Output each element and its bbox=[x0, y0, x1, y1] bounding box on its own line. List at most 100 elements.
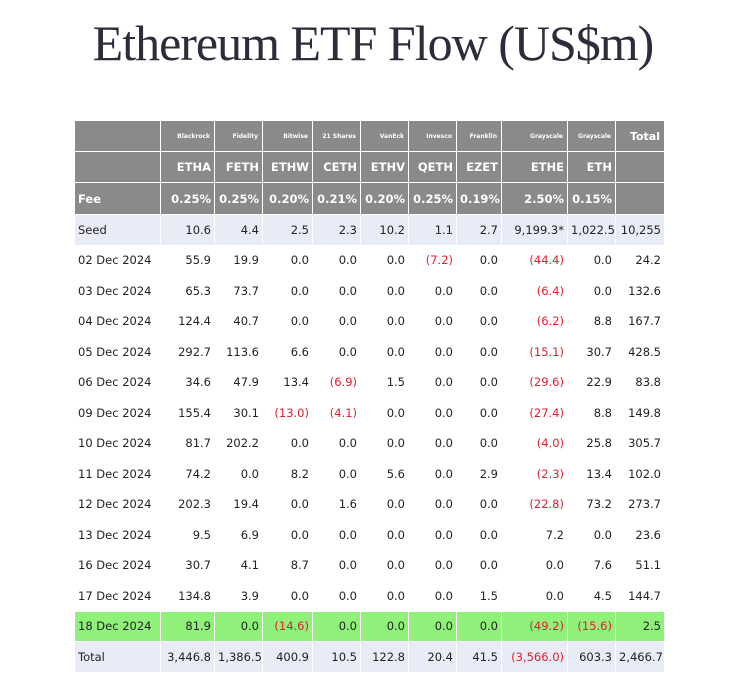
flow-value: 0.0 bbox=[312, 336, 361, 368]
ticker-header: ETHE bbox=[501, 151, 568, 183]
flow-value: 113.6 bbox=[214, 336, 263, 368]
flow-value: 81.9 bbox=[160, 610, 215, 642]
flow-value: 0.0 bbox=[456, 275, 502, 307]
flow-value: 24.2 bbox=[615, 244, 665, 276]
table-row: 16 Dec 2024 30.7 4.1 8.7 0.0 0.0 0.0 0.0 0.0 7.6 5… bbox=[74, 549, 665, 581]
row-label: 04 Dec 2024 bbox=[74, 305, 161, 337]
row-label: 10 Dec 2024 bbox=[74, 427, 161, 459]
table-row: 09 Dec 2024 155.4 30.1 (13.0) (4.1) 0.0 0.0 0.0… bbox=[74, 397, 665, 429]
table-row: 06 Dec 2024 34.6 47.9 13.4 (6.9) 1.5 0.0 0.0 (29… bbox=[74, 366, 665, 398]
flow-value: 5.6 bbox=[360, 458, 409, 490]
table-body: Blackrock Fidelity Bitwise 21 Shares VanEck I… bbox=[74, 120, 665, 673]
ticker-header: ETHV bbox=[360, 151, 409, 183]
ticker-header: ETHA bbox=[160, 151, 215, 183]
flow-value: 13.4 bbox=[567, 458, 616, 490]
flow-value: 74.2 bbox=[160, 458, 215, 490]
flow-value: 202.2 bbox=[214, 427, 263, 459]
ticker-header: FETH bbox=[214, 151, 263, 183]
flow-value: (49.2) bbox=[501, 610, 568, 642]
table-row: 10 Dec 2024 81.7 202.2 0.0 0.0 0.0 0.0 0.0 (4.0)… bbox=[74, 427, 665, 459]
ticker-header: CETH bbox=[312, 151, 361, 183]
flow-value: (14.6) bbox=[262, 610, 313, 642]
table-row: 13 Dec 2024 9.5 6.9 0.0 0.0 0.0 0.0 0.0 7.2 0.0 23… bbox=[74, 519, 665, 551]
flow-value: 1.5 bbox=[456, 580, 502, 612]
row-label: 16 Dec 2024 bbox=[74, 549, 161, 581]
issuer-header: Grayscale bbox=[567, 120, 616, 152]
flow-value: 0.0 bbox=[456, 305, 502, 337]
flow-value: 41.5 bbox=[456, 641, 502, 673]
fee-label: Fee bbox=[74, 182, 161, 215]
flow-value: 2.3 bbox=[312, 214, 361, 246]
flow-value: 155.4 bbox=[160, 397, 215, 429]
flow-value: 0.0 bbox=[456, 610, 502, 642]
flow-value: (2.3) bbox=[501, 458, 568, 490]
row-label: 11 Dec 2024 bbox=[74, 458, 161, 490]
flow-value: 0.0 bbox=[408, 336, 457, 368]
flow-value: 0.0 bbox=[567, 275, 616, 307]
flow-value: 144.7 bbox=[615, 580, 665, 612]
ticker-header: EZET bbox=[456, 151, 502, 183]
flow-value: 22.9 bbox=[567, 366, 616, 398]
flow-value: 6.6 bbox=[262, 336, 313, 368]
flow-value: (6.4) bbox=[501, 275, 568, 307]
fee-value: 0.25% bbox=[408, 182, 457, 215]
fee-value: 0.20% bbox=[360, 182, 409, 215]
flow-value: (44.4) bbox=[501, 244, 568, 276]
flow-value: 0.0 bbox=[456, 244, 502, 276]
row-label: 02 Dec 2024 bbox=[74, 244, 161, 276]
flow-value: 0.0 bbox=[567, 519, 616, 551]
flow-value: 0.0 bbox=[408, 305, 457, 337]
flow-value: 132.6 bbox=[615, 275, 665, 307]
flow-value: 10.6 bbox=[160, 214, 215, 246]
flow-value: 0.0 bbox=[408, 549, 457, 581]
flow-value: 305.7 bbox=[615, 427, 665, 459]
flow-value: (6.9) bbox=[312, 366, 361, 398]
flow-value: (29.6) bbox=[501, 366, 568, 398]
flow-value: 30.7 bbox=[160, 549, 215, 581]
flow-value: 603.3 bbox=[567, 641, 616, 673]
flow-value: 1.1 bbox=[408, 214, 457, 246]
flow-value: 9,199.3* bbox=[501, 214, 568, 246]
flow-value: 124.4 bbox=[160, 305, 215, 337]
flow-value: 2.7 bbox=[456, 214, 502, 246]
row-label: 12 Dec 2024 bbox=[74, 488, 161, 520]
flow-value: 4.1 bbox=[214, 549, 263, 581]
table-row: 02 Dec 2024 55.9 19.9 0.0 0.0 0.0 (7.2) 0.0 (44.… bbox=[74, 244, 665, 276]
issuer-header: Bitwise bbox=[262, 120, 313, 152]
flow-value: 0.0 bbox=[360, 305, 409, 337]
table-row: 05 Dec 2024 292.7 113.6 6.6 0.0 0.0 0.0 0.0 (15.… bbox=[74, 336, 665, 368]
flow-value: 0.0 bbox=[501, 549, 568, 581]
flow-value: 8.2 bbox=[262, 458, 313, 490]
flow-value: 0.0 bbox=[360, 397, 409, 429]
flow-value: 73.2 bbox=[567, 488, 616, 520]
flow-value: 0.0 bbox=[360, 427, 409, 459]
etf-flow-table: Blackrock Fidelity Bitwise 21 Shares VanEck I… bbox=[74, 120, 665, 673]
flow-value: 122.8 bbox=[360, 641, 409, 673]
flow-value: (13.0) bbox=[262, 397, 313, 429]
flow-value: 1,386.5 bbox=[214, 641, 263, 673]
flow-value: 102.0 bbox=[615, 458, 665, 490]
table-row: 17 Dec 2024 134.8 3.9 0.0 0.0 0.0 0.0 1.5 0.0 4.5… bbox=[74, 580, 665, 612]
flow-value: 0.0 bbox=[360, 580, 409, 612]
header-corner-cell bbox=[74, 151, 161, 183]
flow-value: 0.0 bbox=[262, 488, 313, 520]
flow-value: 0.0 bbox=[456, 549, 502, 581]
flow-value: 0.0 bbox=[262, 519, 313, 551]
flow-value: 0.0 bbox=[360, 244, 409, 276]
flow-value: 19.4 bbox=[214, 488, 263, 520]
flow-value: 149.8 bbox=[615, 397, 665, 429]
flow-value: 0.0 bbox=[360, 549, 409, 581]
flow-value: 8.8 bbox=[567, 397, 616, 429]
flow-value: 0.0 bbox=[456, 488, 502, 520]
flow-value: 0.0 bbox=[262, 244, 313, 276]
ticker-header-row: ETHA FETH ETHW CETH ETHV QETH EZET ETHE ETH bbox=[74, 151, 665, 183]
row-label: 09 Dec 2024 bbox=[74, 397, 161, 429]
flow-value: 9.5 bbox=[160, 519, 215, 551]
fee-value: 0.25% bbox=[214, 182, 263, 215]
issuer-header: VanEck bbox=[360, 120, 409, 152]
flow-value: (3,566.0) bbox=[501, 641, 568, 673]
flow-value: 30.1 bbox=[214, 397, 263, 429]
issuer-header-row: Blackrock Fidelity Bitwise 21 Shares VanEck I… bbox=[74, 120, 665, 152]
flow-value: 4.5 bbox=[567, 580, 616, 612]
flow-value: (22.8) bbox=[501, 488, 568, 520]
